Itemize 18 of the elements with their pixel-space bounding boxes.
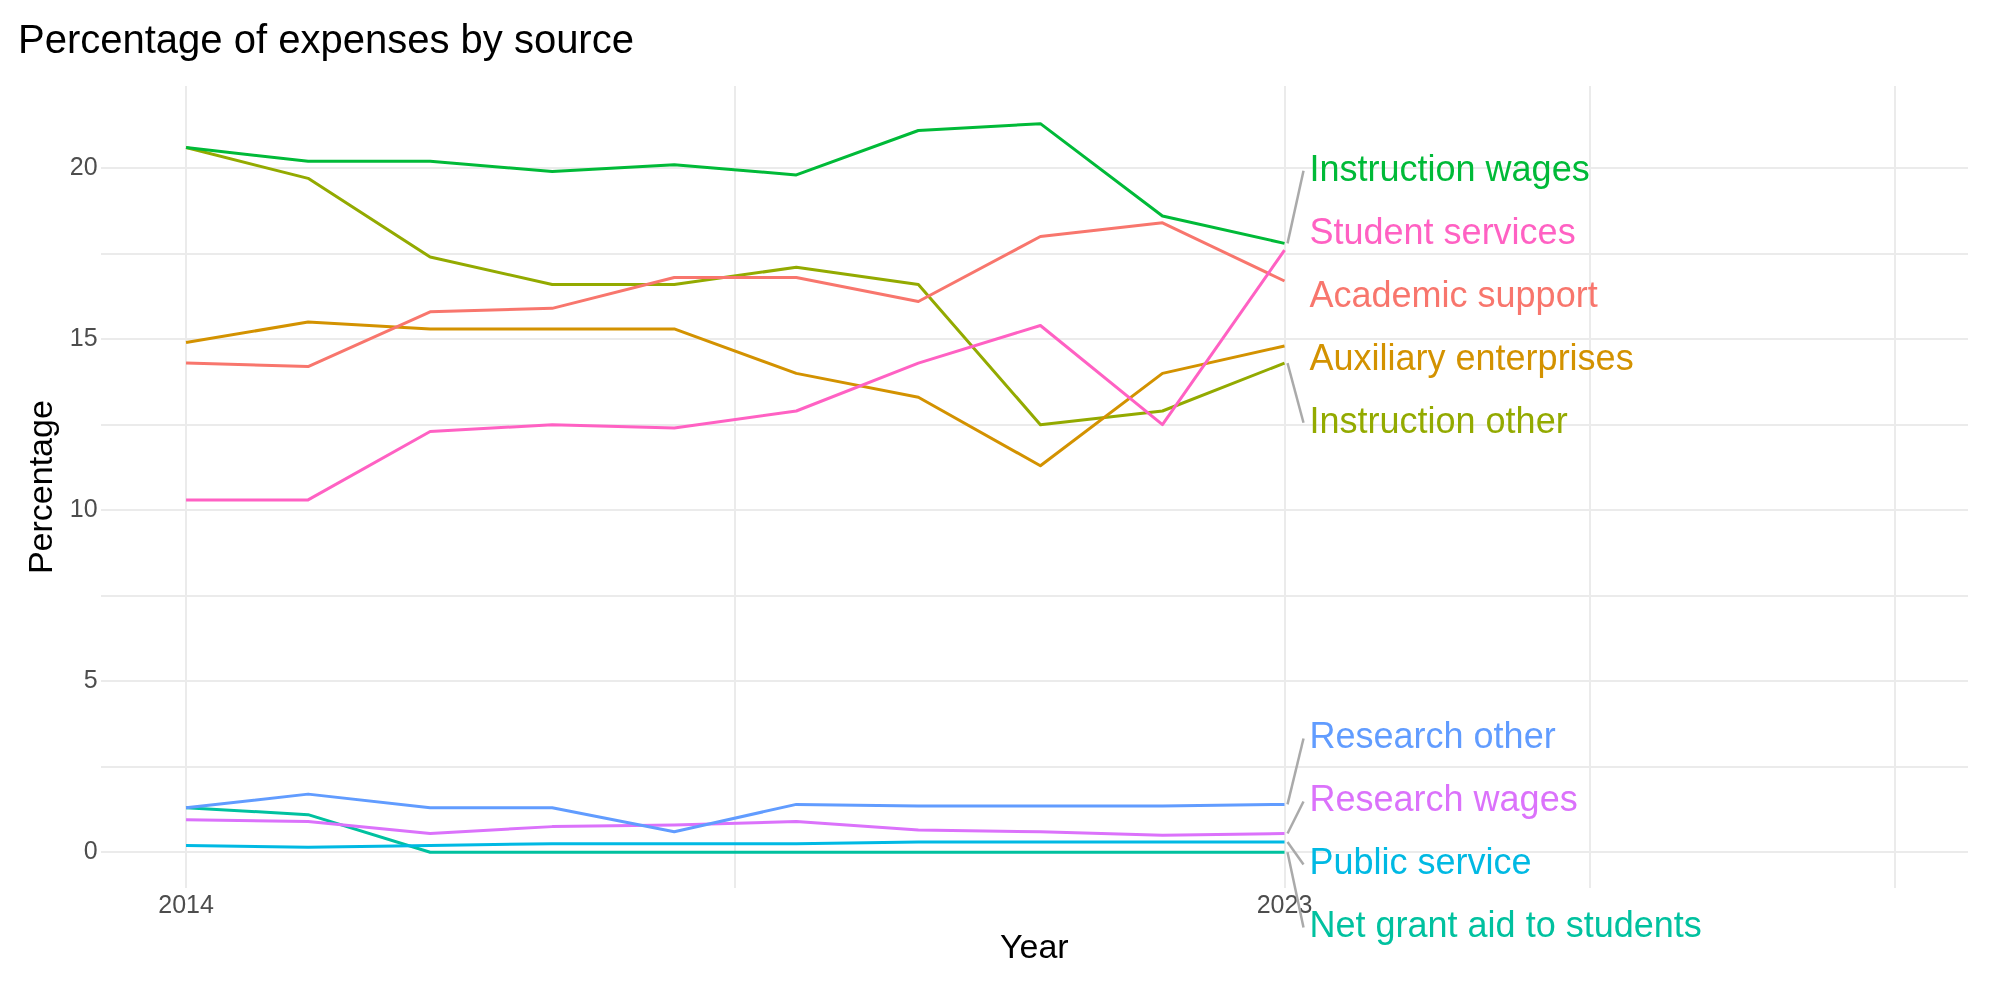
series-label: Instruction other [1309, 399, 1568, 441]
series-label: Academic support [1309, 273, 1598, 315]
y-tick-label: 15 [69, 323, 98, 352]
series-label: Student services [1309, 210, 1576, 252]
series-label: Public service [1309, 841, 1532, 883]
x-tick-label: 2014 [158, 890, 214, 919]
series-label: Instruction wages [1309, 147, 1590, 189]
y-tick-label: 10 [69, 494, 98, 523]
y-tick-label: 5 [83, 665, 98, 694]
series-label: Research wages [1309, 778, 1578, 820]
series-label: Auxiliary enterprises [1309, 336, 1634, 378]
series-label: Research other [1309, 715, 1556, 757]
chart-title: Percentage of expenses by source [18, 17, 634, 62]
x-axis-title: Year [999, 926, 1069, 965]
x-tick-label: 2023 [1256, 890, 1313, 919]
y-axis-title: Percentage [20, 400, 59, 575]
y-tick-label: 0 [83, 836, 98, 865]
y-tick-label: 20 [69, 151, 98, 180]
